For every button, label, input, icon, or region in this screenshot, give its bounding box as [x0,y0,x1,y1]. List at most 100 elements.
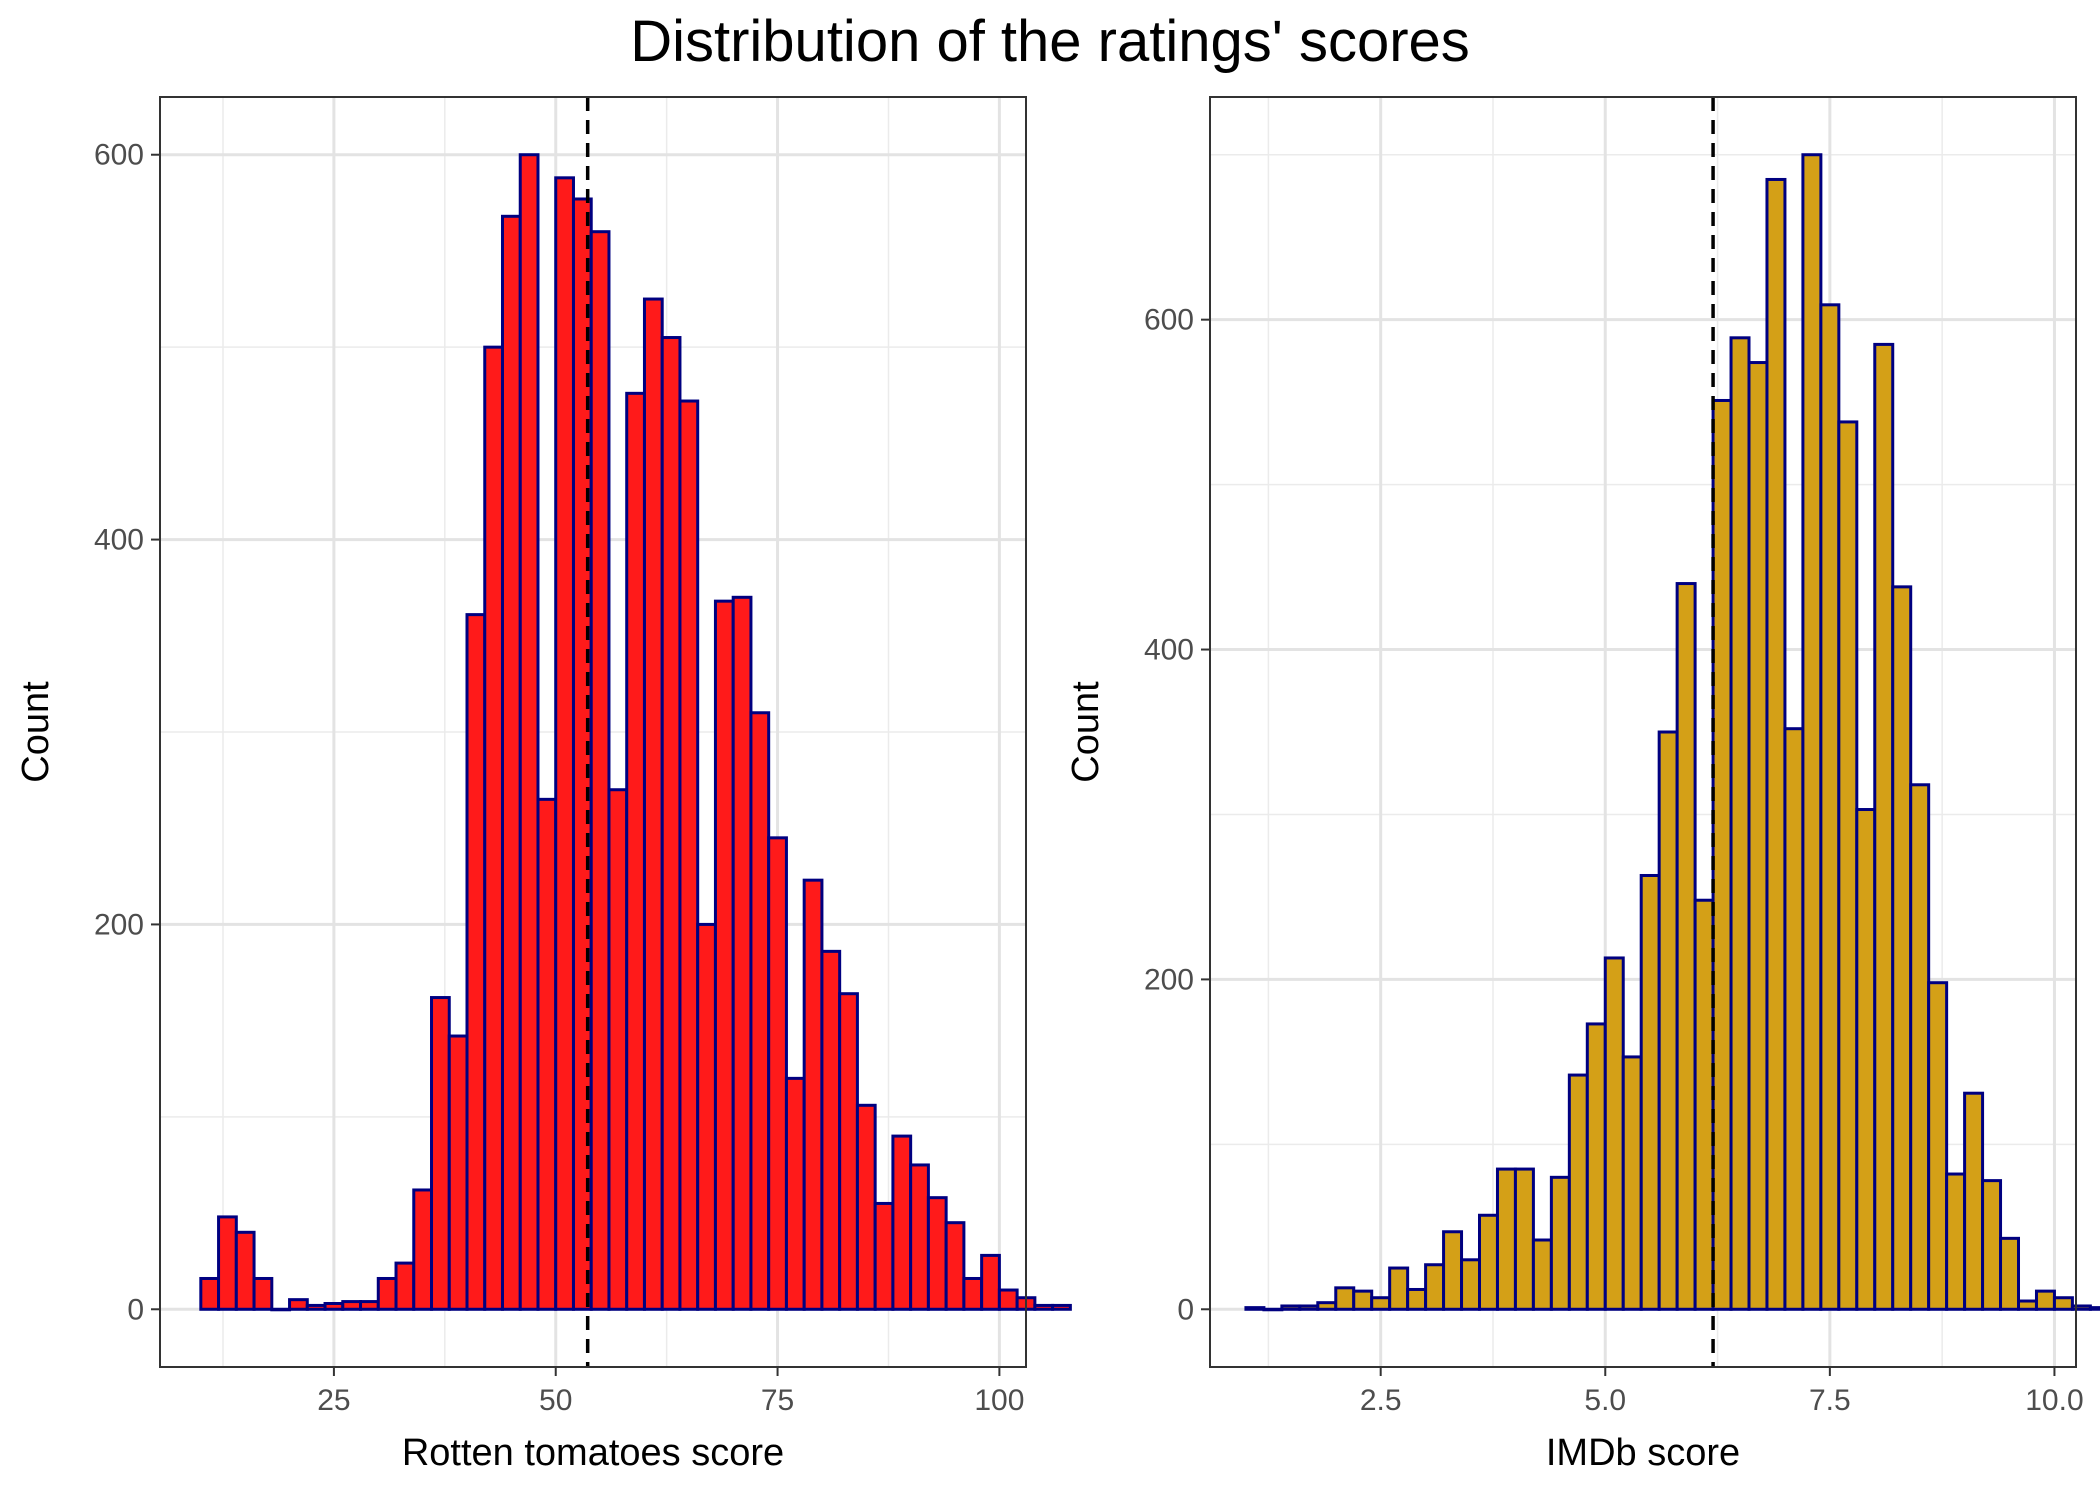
x-tick-label: 100 [974,1384,1024,1417]
y-axis-title: Count [15,681,57,783]
histogram-bar [1639,873,1661,1311]
histogram-bar [1837,420,1859,1311]
y-tick-label: 0 [1177,1293,1194,1326]
histogram-bar [1873,342,1895,1311]
y-tick-label: 600 [1144,304,1194,337]
histogram-bar [1316,1301,1338,1311]
histogram-bar [341,1300,363,1311]
histogram-bar [625,391,646,1311]
histogram-bar [1442,1230,1464,1311]
histogram-bar [962,1276,984,1311]
histogram-bar [2052,1296,2074,1311]
histogram-bar [944,1221,966,1311]
histogram-bar [199,1276,221,1311]
histogram-bar [678,399,700,1311]
histogram-bar [1334,1286,1356,1311]
histogram-bar [1657,730,1679,1311]
histogram-bar [412,1188,434,1311]
histogram-bar [234,1230,256,1311]
histogram-bar [1783,727,1805,1311]
histogram-bar [1675,582,1697,1311]
histogram-bar [518,153,540,1311]
histogram-bar [1567,1073,1589,1311]
chart-panel-1: 25 50 75 100 0 200 400 600 Rotten tomatoes score… [15,96,1072,1474]
histogram-bar [1406,1287,1428,1311]
histogram-bar [252,1276,274,1311]
histogram-bar [607,788,629,1311]
histogram-bar [465,613,487,1311]
histogram-bar [997,1288,1019,1311]
histogram-bar [713,599,735,1311]
histogram-bar [359,1300,380,1311]
histogram-bar [926,1196,948,1311]
histogram-bar [820,949,842,1311]
histogram-bar [447,1034,469,1311]
y-tick-label: 400 [1144,634,1194,667]
histogram-bar [1513,1167,1535,1311]
histogram-bar [1765,177,1787,1311]
histogram-bar [288,1298,309,1311]
histogram-bar [891,1134,913,1311]
histogram-bar [642,297,664,1311]
histogram-bar [1963,1091,1985,1311]
x-axis-title: Rotten tomatoes score [402,1432,784,1474]
histogram-bar [1051,1303,1072,1311]
histogram-bar [1927,981,1949,1311]
histogram-bar [1460,1258,1482,1311]
histogram-bar [1945,1172,1967,1311]
histogram-bar [1729,336,1751,1311]
x-tick-label: 10.0 [2025,1384,2083,1417]
histogram-bar [1478,1213,1499,1311]
histogram-bar [1711,398,1733,1311]
histogram-bar [1999,1236,2021,1311]
histogram-bar [270,1307,292,1312]
histogram-bar [2088,1306,2100,1311]
histogram-bar [1693,898,1715,1311]
histogram-bar [589,230,611,1311]
y-tick-label: 0 [127,1293,144,1326]
histogram-bar [2034,1289,2056,1311]
histogram-bar [217,1215,238,1311]
histogram-bar [394,1261,416,1311]
histogram-bars [1244,153,2100,1312]
histogram-bar [855,1103,877,1311]
histogram-bar [980,1253,1001,1311]
histogram-bar [1819,303,1841,1311]
x-axis-title: IMDb score [1546,1432,1740,1474]
histogram-bar [554,176,575,1311]
histogram-bar [696,922,717,1311]
histogram-bar [483,345,504,1311]
x-tick-label: 5.0 [1584,1384,1626,1417]
histogram-bar [1033,1303,1055,1311]
histogram-bar [2017,1299,2038,1311]
histogram-bar [784,1076,806,1311]
x-tick-label: 7.5 [1809,1384,1851,1417]
x-tick-label: 25 [317,1384,350,1417]
panel-border [159,96,1027,1368]
histogram-bar [1621,1055,1643,1311]
histogram-bar [1370,1296,1392,1311]
x-tick-label: 50 [539,1384,572,1417]
panel-border [1209,96,2077,1368]
histogram-bar [500,214,522,1311]
histogram-bar [305,1303,327,1311]
histogram-bar [749,711,771,1311]
histogram-bar [838,992,859,1311]
histogram-bar [731,595,753,1311]
histogram-bar [1585,1022,1607,1311]
chart-panel-2: 2.5 5.0 7.5 10.0 0 200 400 600 IMDb score Count [1065,96,2100,1474]
histogram-bar [660,336,682,1311]
histogram-bar [767,836,788,1311]
y-tick-label: 400 [94,524,144,557]
histogram-bar [1747,361,1769,1311]
histogram-bar [323,1302,345,1311]
histogram-bar [1495,1167,1517,1311]
histogram-bar [1244,1306,1266,1311]
x-tick-label: 2.5 [1360,1384,1402,1417]
y-tick-label: 200 [1144,963,1194,996]
y-tick-label: 200 [94,908,144,941]
histogram-bar [1280,1304,1302,1311]
histogram-bar [1909,783,1931,1311]
